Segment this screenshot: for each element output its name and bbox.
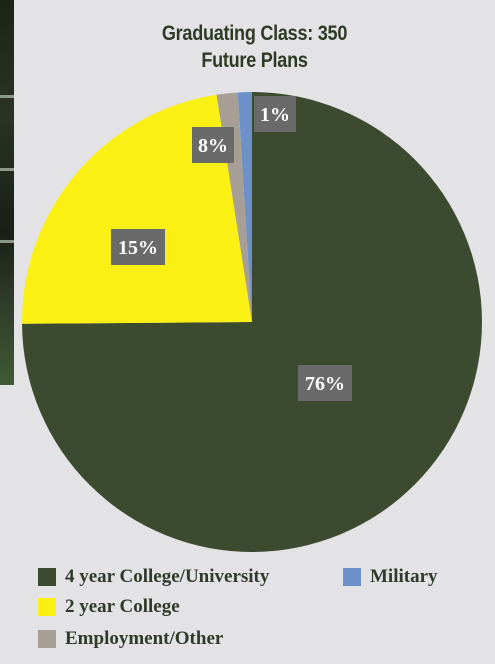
- data-label: 76%: [305, 373, 345, 395]
- data-label: 1%: [260, 104, 290, 126]
- legend-swatch: [343, 568, 361, 586]
- pie-slice-military: [237, 92, 252, 322]
- legend-item: Employment/Other: [38, 628, 223, 650]
- chart-title: Graduating Class: 350: [161, 22, 348, 45]
- pie-slice-4-year-college-university: [22, 92, 482, 552]
- data-label: 15%: [118, 237, 158, 259]
- background-photo-strip: [0, 0, 14, 385]
- chart-subtitle: Future Plans: [201, 49, 308, 72]
- data-label-box: [111, 229, 165, 265]
- data-label: 8%: [198, 135, 228, 157]
- photo-detail: [0, 168, 14, 171]
- legend-label: 4 year College/University: [65, 566, 270, 587]
- legend-label: 2 year College: [65, 596, 180, 617]
- legend-label: Employment/Other: [65, 628, 224, 649]
- legend-swatch: [38, 630, 56, 648]
- data-label-box: [192, 127, 234, 163]
- legend-item: 4 year College/University: [38, 566, 269, 588]
- data-label-box: [254, 96, 296, 132]
- legend-swatch: [38, 568, 56, 586]
- photo-detail: [0, 95, 14, 98]
- legend-item: Military: [343, 566, 438, 588]
- photo-detail: [0, 240, 14, 243]
- legend-label: Military: [370, 566, 438, 587]
- legend-swatch: [38, 598, 56, 616]
- legend-item: 2 year College: [38, 596, 180, 618]
- data-label-box: [298, 365, 352, 401]
